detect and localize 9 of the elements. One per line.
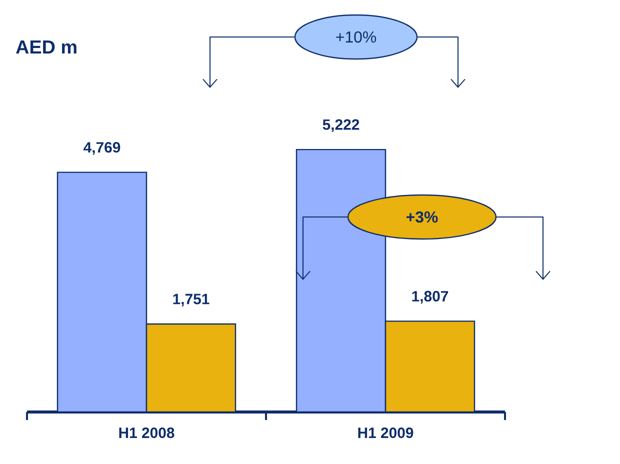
data-label: 5,222 — [322, 119, 360, 132]
x-tick-label: H1 2008 — [119, 428, 174, 438]
chart-title: AED m — [16, 40, 76, 54]
x-tick-label: H1 2009 — [358, 428, 414, 438]
annotation: +3% — [406, 211, 438, 223]
data-label: 1,751 — [173, 294, 210, 306]
data-label: 1,807 — [412, 290, 448, 304]
data-label: 4,769 — [84, 142, 120, 155]
text: +10% — [336, 31, 376, 43]
